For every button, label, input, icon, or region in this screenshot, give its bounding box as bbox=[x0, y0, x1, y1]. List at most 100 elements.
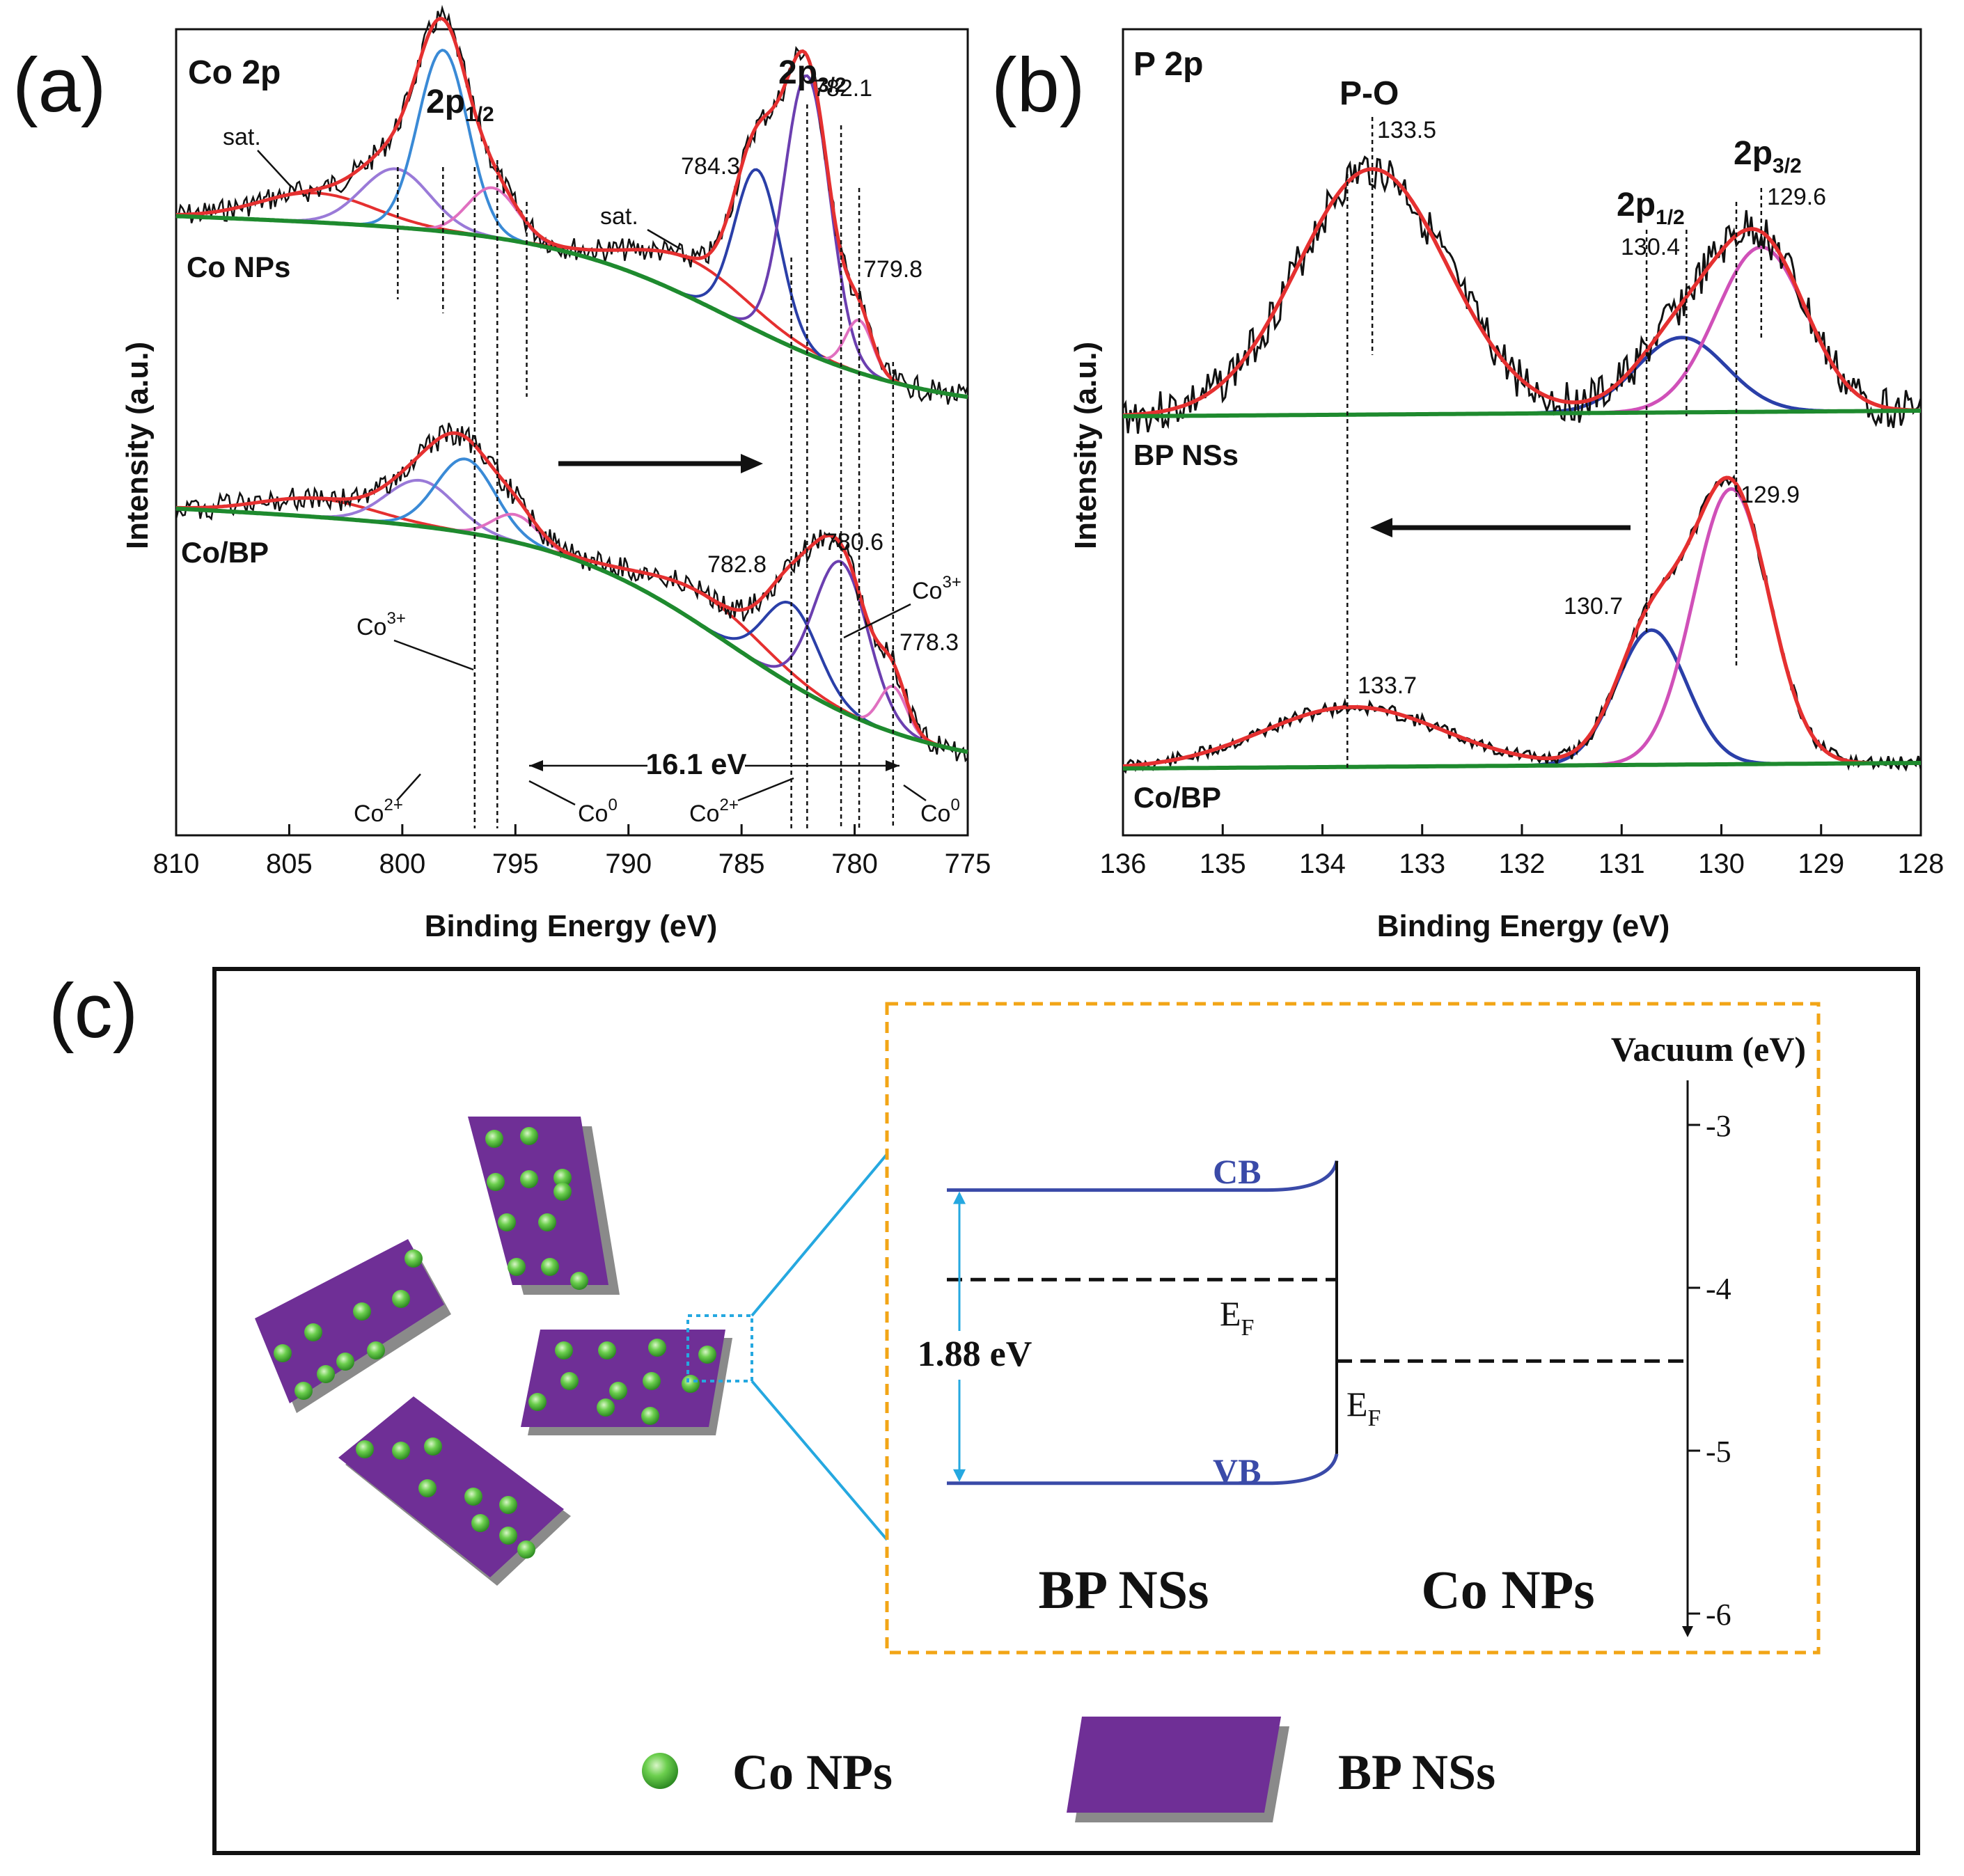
co-nanoparticle bbox=[392, 1442, 410, 1460]
legend-co-nps-label: Co NPs bbox=[732, 1744, 893, 1800]
co-nanoparticle bbox=[698, 1346, 716, 1364]
label-cb: CB bbox=[1213, 1152, 1261, 1191]
panel-b-x-tick-label: 136 bbox=[1100, 849, 1147, 879]
panel-b-x-ticks: 136 135 134 133 132 131 130 129 128 bbox=[1100, 824, 1944, 879]
panel-b-x-tick-label: 135 bbox=[1200, 849, 1246, 879]
co-nanoparticle bbox=[597, 1398, 615, 1417]
label-bp-nss-diagram: BP NSs bbox=[1039, 1559, 1209, 1620]
label-b-2p32: 2p3/2 bbox=[1734, 135, 1802, 178]
energy-axis-tick-label: -3 bbox=[1706, 1109, 1731, 1143]
co-nanoparticle bbox=[485, 1130, 503, 1148]
co-nanoparticle bbox=[553, 1183, 572, 1201]
co-nanoparticle bbox=[570, 1272, 588, 1290]
label-co-bp-b: Co/BP bbox=[1133, 781, 1221, 814]
label-co-bp: Co/BP bbox=[181, 536, 269, 569]
co-nanoparticle bbox=[424, 1437, 442, 1456]
co-nanoparticle bbox=[541, 1258, 559, 1276]
raw-spectrum bbox=[175, 4, 969, 405]
panel-a-frame bbox=[175, 28, 969, 837]
band-gap-arrowhead-bottom bbox=[953, 1469, 966, 1482]
legend-bp-nss-marker bbox=[1067, 1717, 1281, 1813]
energy-axis-tick-label: -6 bbox=[1706, 1598, 1731, 1632]
co-nanoparticles bbox=[274, 1127, 716, 1559]
sat-1-leader bbox=[257, 150, 292, 187]
label-vb: VB bbox=[1213, 1451, 1261, 1490]
panel-b-x-tick-label: 133 bbox=[1399, 849, 1445, 879]
co-nanoparticle bbox=[464, 1488, 482, 1506]
label-778-3: 778.3 bbox=[899, 629, 959, 656]
panel-a-x-tick-label: 805 bbox=[266, 849, 313, 879]
label-2p32: 2p3/2 bbox=[778, 54, 847, 97]
fitted-envelope bbox=[1122, 475, 1921, 768]
panel-a-x-tick-label: 800 bbox=[379, 849, 425, 879]
panel-b-curves bbox=[1122, 155, 1922, 774]
energy-axis-tick-label: -5 bbox=[1706, 1435, 1731, 1469]
sat-2-leader bbox=[647, 228, 682, 251]
label-782-8: 782.8 bbox=[707, 551, 767, 578]
label-2p12: 2p1/2 bbox=[426, 84, 494, 126]
label-co2plus-right: Co2+ bbox=[689, 796, 739, 827]
co-nanoparticle bbox=[392, 1290, 410, 1308]
peak-label: 133.5 bbox=[1377, 117, 1436, 143]
background-line bbox=[175, 506, 968, 755]
energy-axis: -3 -4 -5 -6 bbox=[1682, 1080, 1731, 1637]
fitted-envelope bbox=[1122, 167, 1922, 418]
panel-a-x-tick-label: 785 bbox=[718, 849, 765, 879]
bp-sheet-1 bbox=[468, 1117, 608, 1285]
co-nanoparticle bbox=[520, 1170, 538, 1188]
band-gap-label: 1.88 eV bbox=[918, 1334, 1032, 1374]
raw-spectrum bbox=[175, 423, 968, 763]
label-780-6: 780.6 bbox=[824, 529, 883, 555]
panel-b-letter: (b) bbox=[991, 42, 1085, 128]
co-nanoparticle bbox=[553, 1169, 572, 1187]
legend-co-nps-marker bbox=[642, 1753, 678, 1789]
label-ef-co: EF bbox=[1346, 1385, 1381, 1431]
co-nanoparticle bbox=[498, 1213, 516, 1231]
fitted-envelope bbox=[175, 17, 968, 399]
co-nanoparticle bbox=[418, 1479, 437, 1497]
panel-c: (c) -3-4-5-6 Vacuu bbox=[49, 967, 1920, 1855]
label-782-1: 782.1 bbox=[813, 75, 872, 102]
label-sat-2: sat. bbox=[600, 203, 638, 230]
component-peak bbox=[175, 49, 968, 399]
label-co2plus-left: Co2+ bbox=[354, 796, 403, 827]
peak-label: 130.4 bbox=[1621, 234, 1680, 260]
component-peak bbox=[175, 186, 968, 399]
label-co-nps: Co NPs bbox=[187, 251, 290, 283]
zoom-selection-box bbox=[686, 1314, 753, 1382]
valence-band bbox=[947, 1453, 1339, 1485]
label-co0-left: Co0 bbox=[578, 796, 618, 827]
legend-bp-nss-label: BP NSs bbox=[1338, 1744, 1495, 1800]
panel-b-y-axis-title: Intensity (a.u.) bbox=[1069, 342, 1103, 549]
co-nanoparticle bbox=[304, 1323, 322, 1341]
panel-c-frame bbox=[212, 967, 1920, 1855]
panel-a-x-tick-label: 775 bbox=[945, 849, 991, 879]
co-nanoparticle bbox=[538, 1213, 556, 1231]
co-nanoparticle bbox=[517, 1540, 535, 1559]
panel-a-curves bbox=[175, 4, 969, 763]
splitting-label: 16.1 eV bbox=[646, 748, 747, 780]
panel-a-x-tick-label: 790 bbox=[605, 849, 652, 879]
panel-a-title: Co 2p bbox=[188, 54, 281, 91]
panel-b: (b) P 2p 136 135 134 133 132 131 130 129 128 Bin… bbox=[991, 28, 1944, 943]
co-nanoparticle bbox=[471, 1514, 489, 1532]
panel-a-shift-arrowhead bbox=[741, 454, 763, 473]
label-co-nps-diagram: Co NPs bbox=[1421, 1559, 1594, 1620]
label-p-o: P-O bbox=[1340, 75, 1399, 112]
co-nanoparticle bbox=[528, 1393, 547, 1411]
co-nanoparticle bbox=[555, 1341, 573, 1359]
co-nanoparticle bbox=[508, 1258, 526, 1276]
fitted-envelope bbox=[176, 431, 968, 754]
panel-b-peak-labels: 133.5 130.4 129.6 133.7 130.7 129.9 bbox=[1358, 117, 1826, 699]
panel-c-letter: (c) bbox=[49, 968, 138, 1054]
raw-spectrum bbox=[1122, 155, 1922, 434]
energy-axis-title: Vacuum (eV) bbox=[1611, 1030, 1806, 1069]
co-nanoparticle bbox=[520, 1127, 538, 1145]
conduction-band bbox=[947, 1160, 1339, 1192]
bp-sheet-2 bbox=[255, 1239, 444, 1403]
peak-label: 129.6 bbox=[1767, 184, 1826, 210]
co-nanoparticle bbox=[598, 1341, 616, 1359]
panel-b-shift-arrowhead bbox=[1370, 518, 1392, 537]
co-nanoparticle bbox=[356, 1440, 374, 1458]
component-peak bbox=[1123, 628, 1921, 771]
